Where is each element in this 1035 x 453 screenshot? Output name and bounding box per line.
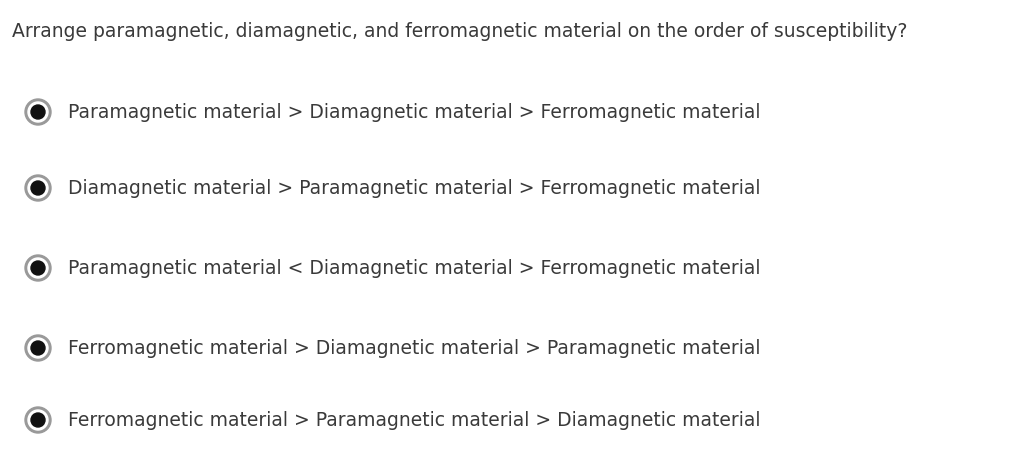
Circle shape (28, 102, 48, 122)
Circle shape (31, 181, 45, 195)
Text: Ferromagnetic material > Diamagnetic material > Paramagnetic material: Ferromagnetic material > Diamagnetic mat… (68, 338, 761, 357)
Text: Diamagnetic material > Paramagnetic material > Ferromagnetic material: Diamagnetic material > Paramagnetic mate… (68, 178, 761, 198)
Circle shape (28, 258, 48, 278)
Circle shape (31, 413, 45, 427)
Text: Ferromagnetic material > Paramagnetic material > Diamagnetic material: Ferromagnetic material > Paramagnetic ma… (68, 410, 761, 429)
Circle shape (28, 410, 48, 430)
Circle shape (31, 341, 45, 355)
Circle shape (31, 105, 45, 119)
Circle shape (31, 261, 45, 275)
Circle shape (25, 99, 51, 125)
Text: Paramagnetic material < Diamagnetic material > Ferromagnetic material: Paramagnetic material < Diamagnetic mate… (68, 259, 761, 278)
Circle shape (25, 255, 51, 281)
Circle shape (25, 335, 51, 361)
Circle shape (25, 175, 51, 201)
Circle shape (25, 407, 51, 433)
Circle shape (28, 338, 48, 358)
Text: Arrange paramagnetic, diamagnetic, and ferromagnetic material on the order of su: Arrange paramagnetic, diamagnetic, and f… (12, 22, 908, 41)
Circle shape (28, 178, 48, 198)
Text: Paramagnetic material > Diamagnetic material > Ferromagnetic material: Paramagnetic material > Diamagnetic mate… (68, 102, 761, 121)
